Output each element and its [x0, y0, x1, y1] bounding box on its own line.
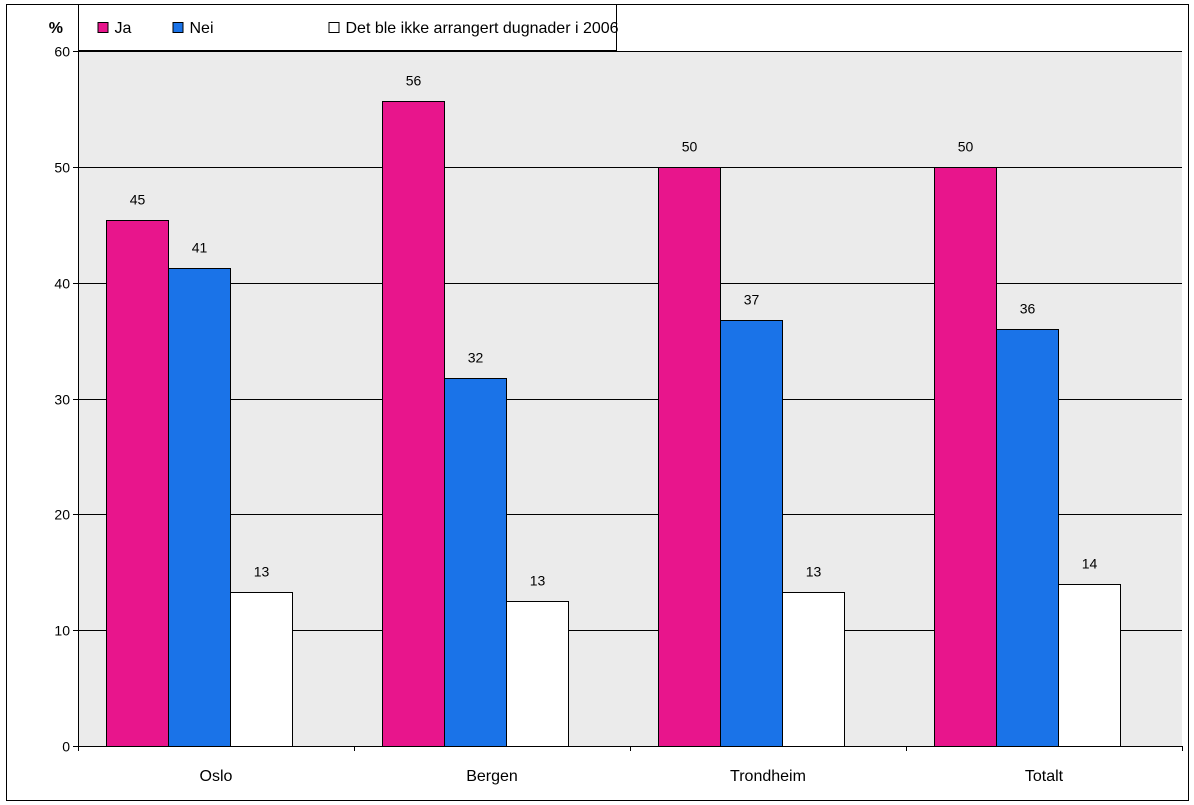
y-tick-label: 0 — [62, 739, 70, 755]
data-label: 36 — [1020, 301, 1036, 317]
bars — [106, 101, 1121, 747]
legend-label: Det ble ikke arrangert dugnader i 2006 — [346, 20, 619, 37]
bar — [996, 329, 1059, 747]
bar — [230, 592, 293, 747]
data-label: 37 — [744, 292, 760, 308]
legend-label: Nei — [190, 20, 214, 37]
bar — [720, 320, 783, 747]
y-tick-label: 10 — [54, 623, 70, 639]
bar — [658, 167, 721, 747]
legend-swatch — [328, 22, 340, 33]
data-label: 13 — [530, 573, 546, 589]
y-tick-label: 20 — [54, 507, 70, 523]
bar — [168, 268, 231, 747]
legend-swatch — [97, 22, 109, 33]
bar — [782, 592, 845, 747]
legend-swatch — [172, 22, 184, 33]
y-axis-title: % — [49, 20, 63, 37]
data-label: 41 — [192, 240, 208, 256]
category-label: Trondheim — [730, 768, 806, 785]
bar — [934, 167, 997, 747]
legend-label: Ja — [115, 20, 132, 37]
y-tick-label: 30 — [54, 392, 70, 408]
data-label: 45 — [130, 192, 146, 208]
bar — [444, 378, 507, 747]
data-label: 56 — [406, 73, 422, 89]
data-label: 14 — [1082, 556, 1098, 572]
data-label: 32 — [468, 350, 484, 366]
bar — [506, 601, 569, 747]
data-label: 13 — [254, 564, 270, 580]
category-label: Bergen — [466, 768, 518, 785]
bar — [382, 101, 445, 747]
bar — [1058, 584, 1121, 747]
y-axis: 0 10 20 30 40 50 60 — [54, 44, 79, 755]
category-label: Totalt — [1025, 768, 1064, 785]
category-label: Oslo — [200, 768, 233, 785]
y-tick-label: 60 — [54, 44, 70, 60]
bar — [106, 220, 169, 747]
data-labels: 45 41 13 56 32 13 50 37 13 50 36 14 — [130, 73, 1098, 589]
legend: Ja Nei Det ble ikke arrangert dugnader i 2… — [78, 4, 619, 51]
legend-box — [78, 4, 617, 51]
y-tick-label: 50 — [54, 160, 70, 176]
data-label: 13 — [806, 564, 822, 580]
y-tick-label: 40 — [54, 276, 70, 292]
data-label: 50 — [958, 139, 974, 155]
data-label: 50 — [682, 139, 698, 155]
